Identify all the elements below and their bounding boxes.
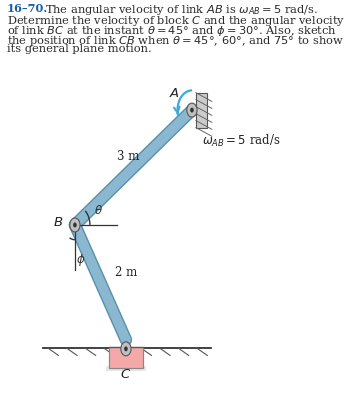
Circle shape	[124, 347, 128, 351]
Polygon shape	[196, 93, 207, 128]
Text: 2 m: 2 m	[115, 266, 138, 279]
Circle shape	[121, 342, 131, 356]
Circle shape	[73, 223, 77, 228]
Text: Determine the velocity of block $\it{C}$ and the angular velocity: Determine the velocity of block $\it{C}$…	[7, 14, 345, 28]
Text: $A$: $A$	[169, 87, 180, 100]
Circle shape	[190, 108, 194, 113]
Text: $\theta$: $\theta$	[94, 204, 103, 217]
Text: 16–70.: 16–70.	[7, 3, 48, 14]
Circle shape	[70, 218, 80, 232]
Text: the position of link $\it{CB}$ when $\theta=45°$, $60°$, and $75°$ to show: the position of link $\it{CB}$ when $\th…	[7, 34, 344, 48]
FancyBboxPatch shape	[109, 347, 143, 368]
Polygon shape	[106, 366, 146, 371]
Text: $B$: $B$	[53, 216, 63, 229]
Text: $\omega_{AB}=5$ rad/s: $\omega_{AB}=5$ rad/s	[202, 133, 281, 149]
Text: of link $\it{BC}$ at the instant $\theta=45°$ and $\phi=30°$. Also, sketch: of link $\it{BC}$ at the instant $\theta…	[7, 24, 337, 38]
Text: $\phi$: $\phi$	[76, 252, 85, 268]
Text: its general plane motion.: its general plane motion.	[7, 45, 151, 55]
Text: 3 m: 3 m	[117, 150, 140, 163]
Text: The angular velocity of link $\it{AB}$ is $\omega_{AB}=5$ rad/s.: The angular velocity of link $\it{AB}$ i…	[45, 3, 318, 17]
Circle shape	[187, 103, 197, 117]
Text: $C$: $C$	[120, 368, 131, 381]
